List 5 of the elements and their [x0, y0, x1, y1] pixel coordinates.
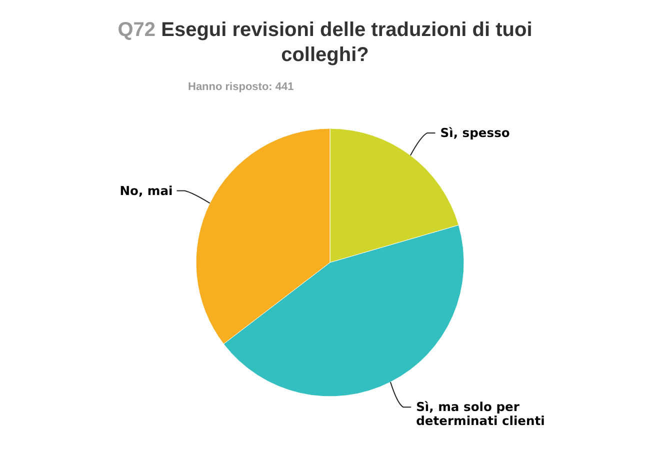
slice-label: Sì, spesso	[440, 126, 510, 140]
slice-label: No, mai	[120, 184, 173, 198]
chart-title: Q72 Esegui revisioni delle traduzioni di tuoi colleghi?	[116, 18, 534, 68]
chart-subtitle: Hanno risposto: 441	[188, 81, 294, 93]
slice-label: Sì, ma solo per determinati clienti	[416, 400, 545, 428]
